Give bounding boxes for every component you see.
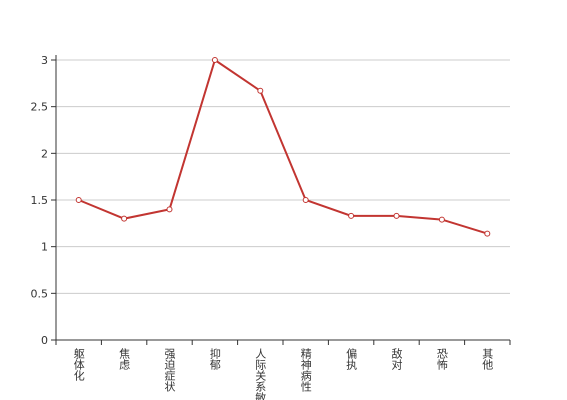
x-tick-label: 焦虑 bbox=[118, 348, 131, 370]
point bbox=[121, 215, 128, 222]
y-tick-label: 1 bbox=[41, 241, 48, 254]
x-tick-label: 强迫症状 bbox=[163, 348, 176, 392]
y-tick-label: 2 bbox=[41, 147, 48, 160]
point bbox=[393, 212, 400, 219]
point bbox=[257, 87, 264, 94]
x-tick-label: 人际关系敏感 bbox=[254, 348, 267, 400]
x-tick-label: 恐怖 bbox=[435, 348, 448, 370]
point bbox=[484, 230, 491, 237]
point bbox=[75, 197, 82, 203]
y-tick-label: 0 bbox=[41, 334, 48, 347]
x-tick-label: 敌对 bbox=[390, 347, 403, 370]
y-tick-label: 1.5 bbox=[31, 194, 49, 207]
point bbox=[211, 57, 218, 63]
y-tick-label: 3 bbox=[41, 54, 48, 67]
point bbox=[166, 206, 173, 213]
y-tick-label: 0.5 bbox=[31, 287, 49, 300]
point bbox=[302, 197, 309, 203]
line bbox=[78, 58, 488, 235]
x-tick-label: 抑郁 bbox=[208, 347, 221, 370]
point bbox=[348, 212, 355, 219]
y-tick-label: 2.5 bbox=[31, 101, 49, 114]
x-tick-label: 其他 bbox=[481, 348, 494, 370]
x-tick-label: 精神病性 bbox=[299, 348, 312, 393]
x-tick-label: 偏执 bbox=[345, 347, 358, 371]
x-tick-label: 躯体化 bbox=[72, 348, 85, 382]
point bbox=[438, 216, 445, 223]
